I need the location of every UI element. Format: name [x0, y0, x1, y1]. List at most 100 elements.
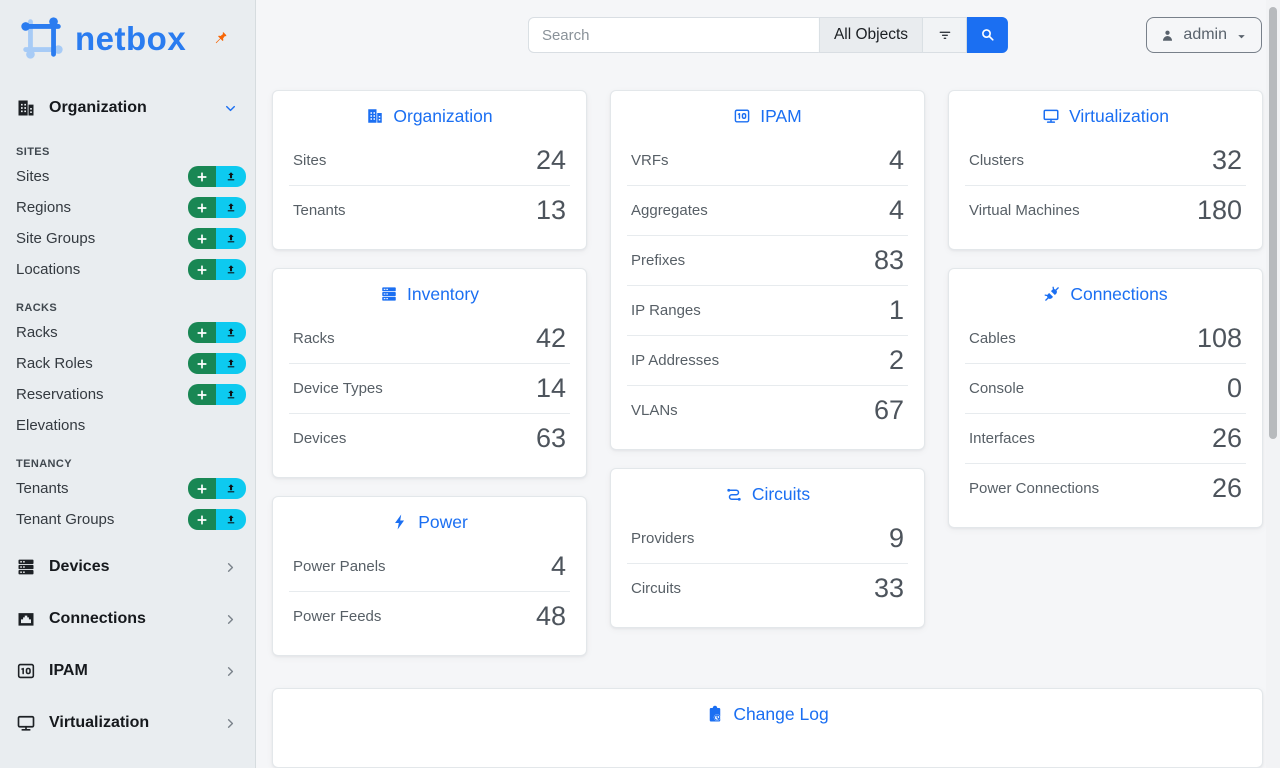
user-menu-button[interactable]: admin	[1146, 17, 1262, 53]
sidebar-item-elevations[interactable]: Elevations	[0, 410, 255, 441]
card-padding	[949, 513, 1262, 527]
racks-add-button[interactable]	[188, 322, 216, 343]
card-inventory-title[interactable]: Inventory	[273, 269, 586, 314]
sidebar-item-regions[interactable]: Regions	[0, 192, 255, 223]
stat-label: Circuits	[631, 579, 682, 597]
monitor-icon	[1042, 107, 1060, 125]
stat-value-vlans[interactable]: 67	[873, 394, 904, 425]
stat-value-interfaces[interactable]: 26	[1211, 422, 1242, 453]
search-scope-button[interactable]: All Objects	[818, 17, 924, 53]
card-title-label: Power	[418, 511, 468, 532]
rack-roles-add-button[interactable]	[188, 353, 216, 374]
card-connections-title[interactable]: Connections	[949, 269, 1262, 314]
sidebar-logo-row: netbox	[0, 0, 255, 77]
plus-icon	[196, 233, 208, 245]
sidebar-item-locations[interactable]: Locations	[0, 254, 255, 285]
tenants-import-button[interactable]	[216, 478, 246, 499]
sidebar-menu-organization[interactable]: Organization	[0, 87, 255, 129]
stat-value-racks[interactable]: 42	[535, 322, 566, 353]
sites-import-button[interactable]	[216, 166, 246, 187]
sidebar-item-reservations[interactable]: Reservations	[0, 379, 255, 410]
stat-value-virtual-machines[interactable]: 180	[1196, 194, 1242, 225]
stat-value-tenants[interactable]: 13	[535, 194, 566, 225]
stat-row-devices: Devices 63	[273, 414, 586, 463]
regions-import-button[interactable]	[216, 197, 246, 218]
card-virtualization-title[interactable]: Virtualization	[949, 91, 1262, 136]
plus-icon	[196, 389, 208, 401]
rack-roles-quick-actions	[188, 353, 246, 374]
card-circuits-title[interactable]: Circuits	[611, 469, 924, 514]
stat-value-cables[interactable]: 108	[1196, 322, 1242, 353]
sidebar-nav: Organization SITES Sites Regions Site Groups…	[0, 87, 255, 749]
stat-value-console[interactable]: 0	[1226, 372, 1242, 403]
sidebar-item-site-groups[interactable]: Site Groups	[0, 223, 255, 254]
sidebar-item-label: Tenant Groups	[16, 511, 115, 528]
sites-add-button[interactable]	[188, 166, 216, 187]
sidebar-item-tenants[interactable]: Tenants	[0, 473, 255, 504]
stat-value-clusters[interactable]: 32	[1211, 144, 1242, 175]
stat-row-power-connections: Power Connections 26	[949, 464, 1262, 513]
page-scrollbar[interactable]	[1269, 7, 1277, 439]
stat-value-devices[interactable]: 63	[535, 422, 566, 453]
sidebar-item-sites[interactable]: Sites	[0, 161, 255, 192]
stat-value-circuits[interactable]: 33	[873, 572, 904, 603]
sidebar-item-label: Reservations	[16, 386, 104, 403]
plus-icon	[196, 202, 208, 214]
sidebar-menu-connections[interactable]: Connections	[0, 593, 255, 645]
tenants-add-button[interactable]	[188, 478, 216, 499]
search-input[interactable]	[527, 17, 819, 53]
upload-icon	[225, 514, 237, 526]
stat-value-prefixes[interactable]: 83	[873, 244, 904, 275]
card-change-log-title[interactable]: Change Log	[273, 689, 1262, 734]
tenant-groups-add-button[interactable]	[188, 509, 216, 530]
stat-label: Power Connections	[969, 479, 1100, 497]
site-groups-import-button[interactable]	[216, 228, 246, 249]
regions-add-button[interactable]	[188, 197, 216, 218]
sidebar-item-rack-roles[interactable]: Rack Roles	[0, 348, 255, 379]
pin-icon[interactable]	[213, 31, 229, 45]
stat-value-power-panels[interactable]: 4	[550, 550, 566, 581]
reservations-import-button[interactable]	[216, 384, 246, 405]
card-organization-title[interactable]: Organization	[273, 91, 586, 136]
card-organization: Organization Sites 24 Tenants 13	[272, 89, 587, 250]
sidebar-menu-virtualization[interactable]: Virtualization	[0, 697, 255, 749]
stat-value-device-types[interactable]: 14	[535, 372, 566, 403]
sidebar-item-label: Racks	[16, 324, 58, 341]
card-ipam-title[interactable]: IPAM	[611, 91, 924, 136]
stat-row-vrfs: VRFs 4	[611, 136, 924, 185]
stat-value-power-connections[interactable]: 26	[1211, 472, 1242, 503]
card-padding	[611, 435, 924, 449]
sidebar-menu-devices[interactable]: Devices	[0, 541, 255, 593]
stat-value-aggregates[interactable]: 4	[888, 194, 904, 225]
locations-add-button[interactable]	[188, 259, 216, 280]
search-submit-button[interactable]	[967, 17, 1009, 53]
sidebar-menu-ipam[interactable]: IPAM	[0, 645, 255, 697]
dashboard-column-2: IPAM VRFs 4 Aggregates 4 Prefixes 83 IP Ranges 1…	[610, 89, 925, 628]
racks-import-button[interactable]	[216, 322, 246, 343]
sidebar-item-racks[interactable]: Racks	[0, 317, 255, 348]
tenant-groups-import-button[interactable]	[216, 509, 246, 530]
stat-value-power-feeds[interactable]: 48	[535, 600, 566, 631]
chevron-right-icon	[224, 561, 237, 574]
stat-value-sites[interactable]: 24	[535, 144, 566, 175]
card-inventory: Inventory Racks 42 Device Types 14 Devices 63	[272, 267, 587, 478]
filter-button[interactable]	[923, 17, 968, 53]
stat-value-ip-addresses[interactable]: 2	[888, 344, 904, 375]
sidebar-item-tenant-groups[interactable]: Tenant Groups	[0, 504, 255, 535]
site-groups-add-button[interactable]	[188, 228, 216, 249]
divider	[627, 234, 908, 236]
divider	[289, 184, 570, 186]
netbox-logo-text[interactable]: netbox	[75, 19, 187, 57]
tenant-groups-quick-actions	[188, 509, 246, 530]
card-power-title[interactable]: Power	[273, 497, 586, 542]
upload-icon	[225, 327, 237, 339]
stat-value-vrfs[interactable]: 4	[888, 144, 904, 175]
locations-import-button[interactable]	[216, 259, 246, 280]
clipboard-clock-icon	[706, 705, 724, 723]
netbox-logo-icon	[16, 13, 68, 63]
stat-value-providers[interactable]: 9	[888, 522, 904, 553]
reservations-add-button[interactable]	[188, 384, 216, 405]
stat-value-ip-ranges[interactable]: 1	[888, 294, 904, 325]
divider	[627, 184, 908, 186]
rack-roles-import-button[interactable]	[216, 353, 246, 374]
